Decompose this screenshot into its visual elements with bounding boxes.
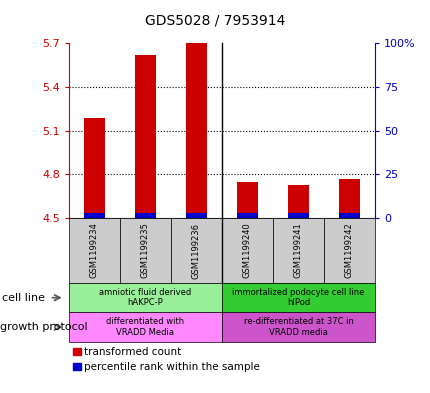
Text: GDS5028 / 7953914: GDS5028 / 7953914	[145, 14, 285, 28]
Text: immortalized podocyte cell line
hIPod: immortalized podocyte cell line hIPod	[232, 288, 364, 307]
Text: cell line: cell line	[2, 293, 45, 303]
Bar	[288, 185, 308, 218]
Text: differentiated with
VRADD Media: differentiated with VRADD Media	[106, 318, 184, 337]
Bar	[338, 213, 359, 218]
Text: GSM1199234: GSM1199234	[90, 222, 99, 279]
Bar	[84, 213, 104, 218]
Bar	[237, 213, 257, 218]
Bar	[288, 213, 308, 218]
Text: GSM1199240: GSM1199240	[243, 223, 252, 278]
Text: percentile rank within the sample: percentile rank within the sample	[84, 362, 260, 372]
Text: GSM1199242: GSM1199242	[344, 223, 353, 278]
Text: re-differentiated at 37C in
VRADD media: re-differentiated at 37C in VRADD media	[243, 318, 353, 337]
Bar	[135, 213, 155, 218]
Text: GSM1199235: GSM1199235	[141, 222, 150, 279]
Bar	[186, 43, 206, 218]
Bar	[135, 55, 155, 218]
Text: growth protocol: growth protocol	[0, 322, 87, 332]
Text: GSM1199241: GSM1199241	[293, 223, 302, 278]
Text: GSM1199236: GSM1199236	[191, 222, 200, 279]
Bar	[186, 213, 206, 218]
Text: transformed count: transformed count	[84, 347, 181, 357]
Bar	[237, 182, 257, 218]
Text: amniotic fluid derived
hAKPC-P: amniotic fluid derived hAKPC-P	[99, 288, 191, 307]
Bar	[84, 118, 104, 218]
Bar	[338, 179, 359, 218]
